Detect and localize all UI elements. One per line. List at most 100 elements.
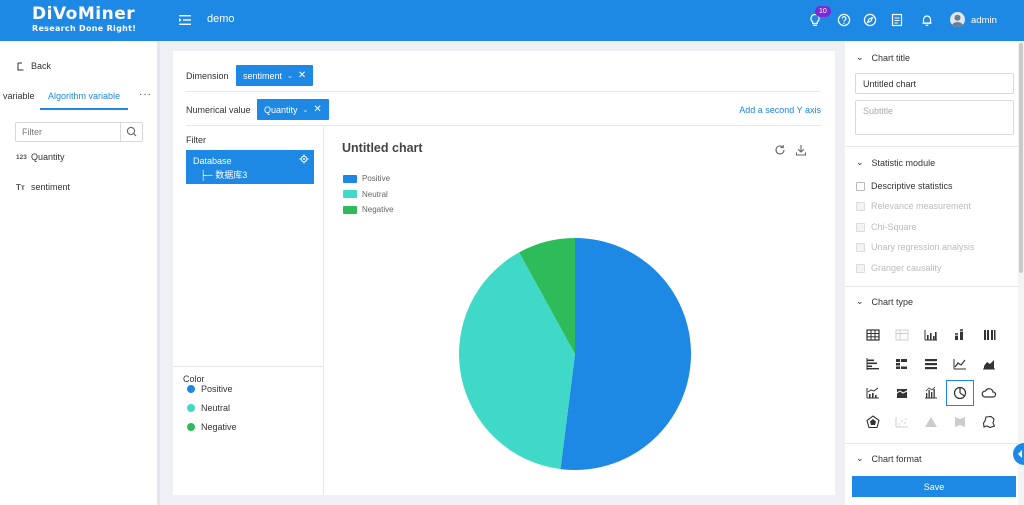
bell-icon[interactable] (920, 13, 934, 27)
variable-label: Quantity (31, 152, 65, 162)
menu-toggle-icon[interactable] (178, 13, 192, 27)
color-item-positive[interactable]: Positive (187, 384, 233, 394)
pie-chart-icon[interactable] (946, 380, 974, 406)
legend-item-positive[interactable]: Positive (343, 171, 394, 187)
scrollbar-track[interactable] (1018, 41, 1024, 505)
more-tabs-button[interactable]: ··· (139, 89, 152, 100)
table-icon[interactable] (859, 322, 887, 348)
checkbox-box (856, 201, 865, 211)
legend-swatch (343, 174, 357, 183)
pie-chart (459, 238, 691, 470)
color-label: Neutral (201, 403, 231, 413)
horizontal-stacked-bar-icon[interactable] (917, 351, 945, 377)
numeric-value-chip[interactable]: Quantity ⌄ ✕ (257, 99, 329, 120)
user-avatar[interactable] (950, 12, 965, 27)
variable-item-quantity[interactable]: 123 Quantity (16, 152, 65, 162)
map-icon[interactable] (946, 409, 974, 435)
legend-label: Positive (362, 174, 391, 184)
bar-line-combo-icon[interactable] (859, 380, 887, 406)
checkbox-box (856, 263, 865, 273)
compass-icon[interactable] (863, 13, 877, 27)
legend-swatch (343, 190, 357, 199)
download-icon[interactable] (795, 144, 807, 156)
dimension-row: Dimension sentiment ⌄ ✕ (186, 58, 821, 92)
panel-toggle-button[interactable] (1013, 443, 1024, 465)
legend-item-neutral[interactable]: Neutral (343, 187, 394, 203)
radar-chart-icon[interactable] (859, 409, 887, 435)
username[interactable]: admin (971, 15, 997, 26)
pie-slice-positive[interactable] (560, 238, 691, 470)
color-dot (187, 423, 195, 431)
project-name[interactable]: demo (207, 13, 235, 25)
database-filter-item[interactable]: Database ├─ 数据库3 (186, 150, 314, 184)
color-dot (187, 385, 195, 393)
legend-label: Negative (362, 205, 394, 215)
checkbox-box (856, 242, 865, 252)
close-icon[interactable]: ✕ (313, 104, 322, 115)
subtitle-input[interactable]: Subtitle (855, 100, 1014, 135)
filter-search-button[interactable] (120, 123, 142, 141)
color-item-negative[interactable]: Negative (187, 422, 237, 432)
grouped-bar-icon[interactable] (975, 322, 1003, 348)
stacked-area-icon[interactable] (888, 380, 916, 406)
chevron-down-icon[interactable]: ⌄ (302, 106, 309, 114)
checkbox-descriptive-statistics[interactable]: Descriptive statistics (856, 181, 953, 191)
dimension-value: sentiment (243, 70, 283, 81)
tab-algorithm-variable[interactable]: Algorithm variable (48, 91, 121, 101)
checkbox-chi-square: Chi-Square (856, 222, 917, 232)
numeric-type-icon: 123 (16, 153, 27, 161)
stacked-bar-icon[interactable] (946, 322, 974, 348)
chart-type-section-header[interactable]: ⌄ Chart type (856, 296, 913, 307)
gear-icon[interactable] (299, 154, 309, 164)
close-icon[interactable]: ✕ (297, 70, 307, 81)
chart-editor: Dimension sentiment ⌄ ✕ Numerical value … (173, 51, 835, 495)
variable-item-sentiment[interactable]: Tт sentiment (16, 182, 70, 192)
pie-slice-negative[interactable] (519, 238, 575, 354)
divider (845, 286, 1018, 287)
document-icon[interactable] (890, 13, 904, 27)
geo-map-icon[interactable] (975, 409, 1003, 435)
filter-input[interactable] (22, 127, 116, 137)
section-label: Chart title (871, 52, 911, 63)
triangle-icon[interactable] (917, 409, 945, 435)
table-light-icon[interactable] (888, 322, 916, 348)
horizontal-bar-icon[interactable] (859, 351, 887, 377)
tab-variable[interactable]: variable (3, 91, 35, 101)
section-label: Chart type (871, 296, 914, 307)
chart-actions (774, 144, 807, 156)
chart-format-section-header[interactable]: ⌄ Chart format (856, 453, 922, 464)
checkbox-label: Relevance measurement (871, 201, 972, 211)
chart-title-input[interactable]: Untitled chart (855, 73, 1014, 94)
horizontal-grouped-bar-icon[interactable] (888, 351, 916, 377)
user-avatar-icon (951, 14, 964, 27)
checkbox-relevance-measurement: Relevance measurement (856, 201, 971, 211)
scrollbar-thumb[interactable] (1019, 43, 1023, 273)
legend-item-negative[interactable]: Negative (343, 202, 394, 218)
refresh-icon[interactable] (774, 144, 786, 156)
checkbox-label: Granger causality (871, 263, 942, 273)
word-cloud-icon[interactable] (975, 380, 1003, 406)
checkbox-label: Chi-Square (871, 222, 917, 232)
line-chart-icon[interactable] (946, 351, 974, 377)
back-button[interactable]: Back (16, 61, 51, 71)
variable-label: sentiment (31, 182, 71, 192)
chevron-down-icon: ⌄ (856, 453, 864, 463)
divider (845, 443, 1018, 444)
chevron-down-icon[interactable]: ⌄ (287, 72, 293, 80)
dimension-chip[interactable]: sentiment ⌄ ✕ (236, 65, 314, 86)
divominer-logo[interactable]: DiVoMiner Research Done Right! (32, 5, 152, 39)
checkbox-box[interactable] (856, 181, 865, 191)
statistic-module-section-header[interactable]: ⌄ Statistic module (856, 157, 935, 168)
bar-chart-icon[interactable] (917, 322, 945, 348)
color-item-neutral[interactable]: Neutral (187, 403, 230, 413)
chart-title-section-header[interactable]: ⌄ Chart title (856, 52, 910, 63)
variable-filter (15, 122, 143, 142)
area-chart-icon[interactable] (975, 351, 1003, 377)
database-child: ├─ 数据库3 (200, 170, 248, 180)
save-button[interactable]: Save (852, 476, 1016, 497)
add-second-y-axis-link[interactable]: Add a second Y axis (739, 105, 821, 115)
help-icon[interactable] (837, 13, 851, 27)
pie-slice-neutral[interactable] (459, 252, 575, 470)
scatter-icon[interactable] (888, 409, 916, 435)
waterfall-icon[interactable] (917, 380, 945, 406)
